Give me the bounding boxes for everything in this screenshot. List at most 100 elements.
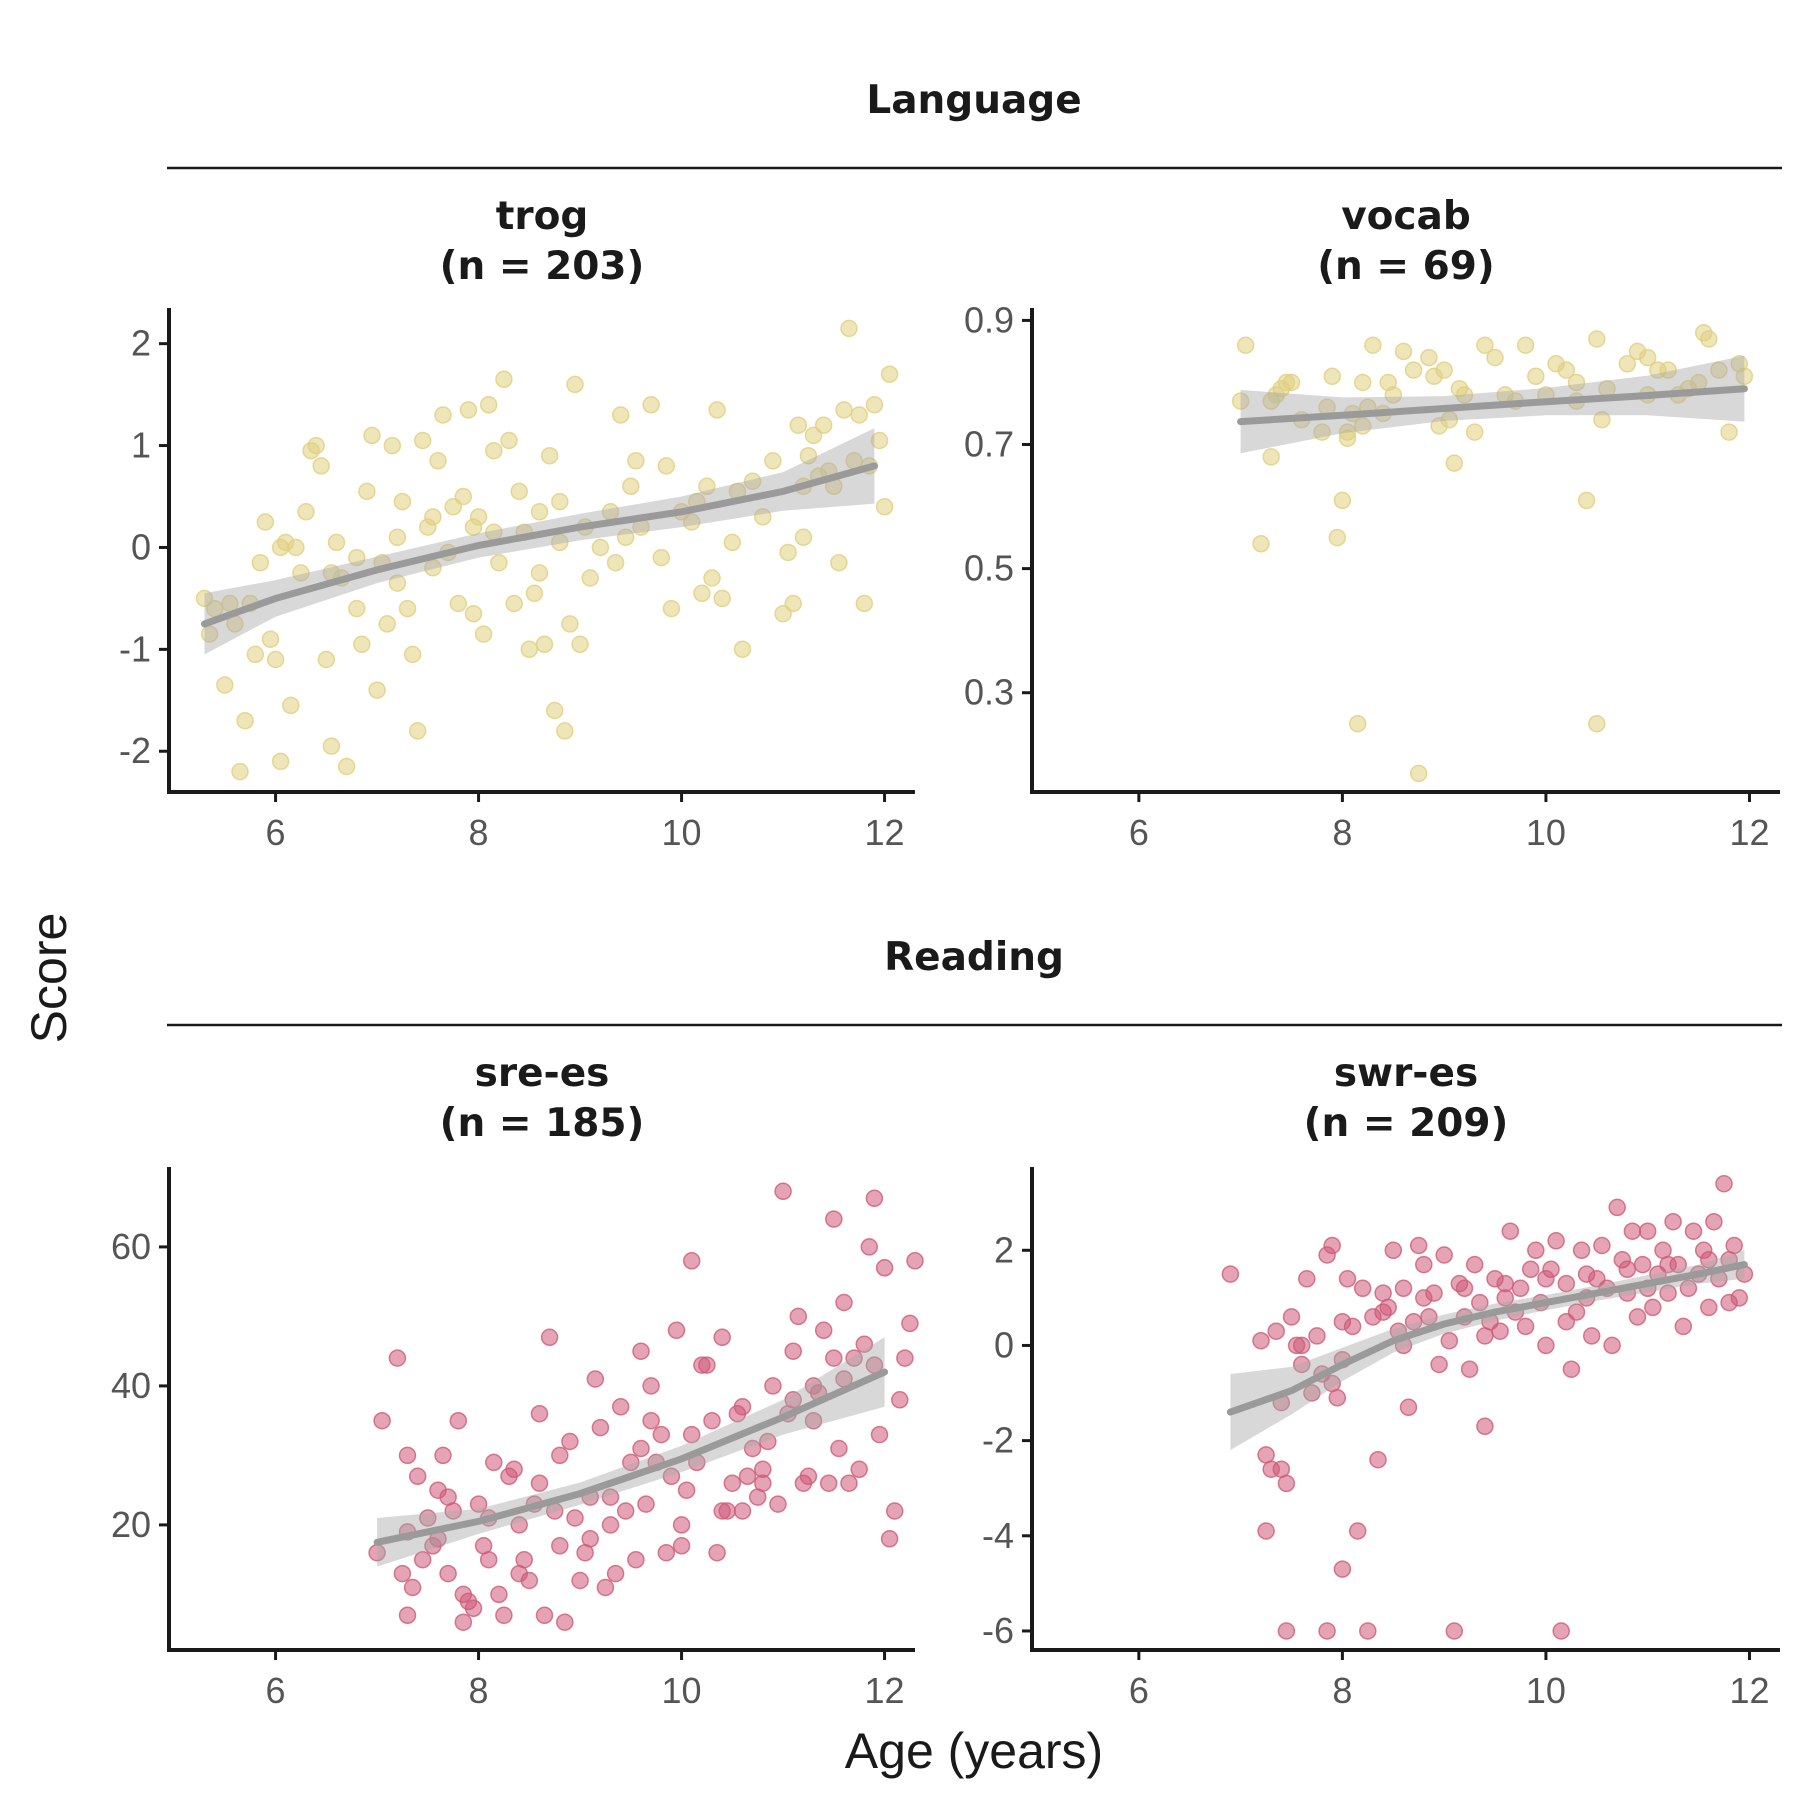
data-point <box>1710 361 1728 379</box>
data-point <box>1262 392 1280 410</box>
data-point <box>677 1481 696 1499</box>
data-point <box>875 497 894 516</box>
data-point <box>652 548 671 567</box>
data-point <box>434 1446 452 1465</box>
data-point <box>510 1564 528 1583</box>
data-point <box>551 492 569 511</box>
data-point <box>682 1425 701 1444</box>
data-point <box>1313 423 1331 441</box>
data-point <box>348 599 366 618</box>
data-point <box>703 569 721 587</box>
data-point <box>535 635 554 654</box>
data-point <box>1659 1255 1677 1274</box>
data-point <box>388 1349 407 1367</box>
data-point <box>814 416 833 434</box>
data-point <box>1476 1417 1494 1436</box>
data-point <box>743 1439 762 1458</box>
data-point <box>738 1467 757 1486</box>
data-point <box>718 1502 736 1520</box>
data-point <box>424 508 442 526</box>
data-point <box>723 533 742 552</box>
data-point <box>236 711 254 730</box>
data-point <box>1252 1331 1270 1350</box>
data-point <box>1221 1265 1240 1283</box>
data-point <box>1450 379 1469 398</box>
data-point <box>1700 330 1718 348</box>
y-tick-label: 0.5 <box>964 548 1014 589</box>
y-axis-title: Score <box>21 913 77 1044</box>
data-point <box>1353 417 1372 435</box>
x-tick-label: 8 <box>1332 1670 1352 1711</box>
data-point <box>216 676 234 694</box>
data-point <box>1333 1560 1352 1578</box>
data-point <box>388 574 407 592</box>
data-point <box>642 1411 660 1430</box>
x-tick-label: 10 <box>662 812 702 853</box>
data-point <box>490 553 508 572</box>
y-tick-label: 2 <box>994 1229 1014 1270</box>
x-tick-label: 12 <box>865 1670 905 1711</box>
axis-lines <box>1030 1167 1780 1652</box>
data-point <box>1638 348 1657 367</box>
data-point <box>622 477 640 496</box>
data-point <box>1323 1236 1341 1255</box>
data-point <box>378 615 396 633</box>
data-point <box>398 1606 417 1625</box>
data-point <box>1409 1236 1428 1255</box>
axis-lines <box>167 1167 915 1652</box>
data-point <box>835 401 853 419</box>
trend-line <box>1237 385 1748 426</box>
data-point <box>1379 373 1397 392</box>
data-point <box>1527 367 1545 386</box>
data-point <box>1496 1274 1514 1293</box>
data-point <box>1588 714 1606 733</box>
data-point <box>1292 1336 1311 1355</box>
data-point <box>287 538 305 557</box>
data-point <box>322 737 341 755</box>
data-point <box>1394 1279 1413 1298</box>
data-point <box>393 1564 412 1583</box>
data-point <box>535 1606 554 1625</box>
y-tick-label: 0 <box>131 526 151 567</box>
y-tick-label: 0.7 <box>964 424 1014 465</box>
data-point <box>1735 367 1754 386</box>
data-point <box>1537 1270 1555 1288</box>
x-tick-label: 8 <box>469 812 489 853</box>
data-point <box>1323 367 1341 386</box>
data-point <box>1465 1255 1484 1274</box>
data-point <box>530 1404 549 1423</box>
data-point <box>804 1411 823 1430</box>
data-point <box>642 396 660 414</box>
data-point <box>505 1460 523 1479</box>
data-point <box>1415 1289 1433 1307</box>
data-point <box>672 1537 691 1555</box>
data-point <box>505 594 523 613</box>
data-point <box>510 482 528 501</box>
data-point <box>459 401 478 419</box>
x-tick-label: 10 <box>662 1670 702 1711</box>
data-point <box>1552 1622 1570 1640</box>
x-tick-label: 8 <box>469 1670 489 1711</box>
data-point <box>1318 1622 1336 1640</box>
data-point <box>1404 361 1423 379</box>
data-point <box>1328 528 1347 547</box>
data-point <box>408 722 427 740</box>
data-point <box>419 1509 437 1527</box>
data-point <box>571 1571 589 1590</box>
data-point <box>657 1543 676 1562</box>
data-point <box>1557 1274 1576 1293</box>
panel-title-trog: trog <box>496 194 589 239</box>
data-point <box>708 1543 726 1562</box>
x-tick-label: 6 <box>1129 1670 1149 1711</box>
data-point <box>1593 410 1611 429</box>
data-point <box>1715 1174 1733 1193</box>
data-point <box>1511 1279 1530 1298</box>
data-point <box>520 640 539 659</box>
data-point <box>606 553 625 572</box>
data-point <box>373 1411 391 1430</box>
group-title-language: Language <box>866 78 1081 123</box>
data-point <box>1720 1293 1738 1312</box>
data-point <box>1618 1260 1637 1279</box>
data-point <box>556 722 574 740</box>
